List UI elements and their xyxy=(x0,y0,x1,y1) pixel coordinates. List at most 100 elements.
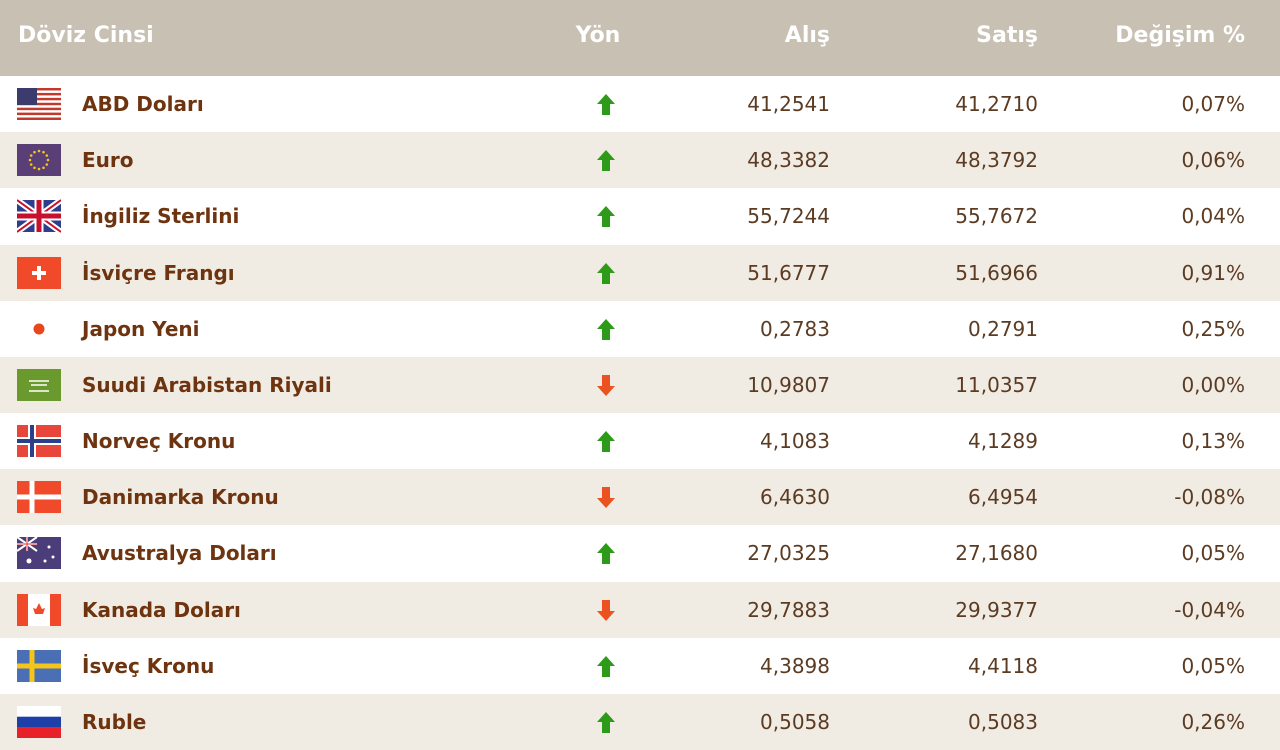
flag-icon xyxy=(16,536,61,574)
buy-rate: 55,7244 xyxy=(747,204,830,229)
buy-rate: 6,4630 xyxy=(760,485,830,510)
flag xyxy=(17,144,61,177)
sell-rate: 4,4118 xyxy=(968,653,1038,678)
table-row: İsviçre Frangı 51,6777 51,6966 0,91% xyxy=(0,244,1280,301)
arrow xyxy=(597,655,615,677)
arrow xyxy=(597,711,615,733)
flag-icon xyxy=(17,256,61,294)
sell-rate: 41,2710 xyxy=(955,92,1038,116)
direction-arrow xyxy=(596,430,616,457)
column-header: Döviz Cinsi xyxy=(18,23,154,48)
flag xyxy=(17,88,61,120)
flag xyxy=(17,256,61,289)
flag xyxy=(17,593,61,626)
arrow xyxy=(597,94,615,115)
change-percent: 0,05% xyxy=(1181,541,1245,566)
sell-rate: 48,3792 xyxy=(955,148,1038,173)
direction-arrow xyxy=(596,599,616,626)
arrow xyxy=(597,262,615,284)
direction-arrow xyxy=(596,262,616,289)
change-percent: 0,13% xyxy=(1181,429,1245,453)
buy-rate: 10,9807 xyxy=(747,372,830,397)
table-row: ABD Doları 41,2541 41,2710 0,07% xyxy=(0,76,1280,132)
arrow xyxy=(597,543,615,565)
currency-name: ABD Doları xyxy=(82,92,204,116)
currency-name: İsveç Kronu xyxy=(82,653,215,678)
flag xyxy=(15,197,63,235)
flag-icon xyxy=(17,593,61,631)
flag xyxy=(17,481,61,514)
buy-rate: 48,3382 xyxy=(747,148,830,173)
sell-rate: 29,9377 xyxy=(955,597,1038,622)
change-percent: 0,07% xyxy=(1181,92,1245,116)
flag-icon xyxy=(17,368,61,406)
arrow xyxy=(597,431,615,452)
buy-rate: 27,0325 xyxy=(747,541,830,566)
buy-rate: 0,2783 xyxy=(760,316,830,341)
direction-arrow xyxy=(596,655,616,682)
flag-icon xyxy=(17,87,61,125)
buy-rate: 0,5058 xyxy=(760,709,830,734)
arrow xyxy=(597,374,615,396)
flag xyxy=(17,649,61,682)
direction-arrow xyxy=(596,711,616,738)
table-row: Danimarka Kronu 6,4630 6,4954 -0,08% xyxy=(0,469,1280,526)
column-header: Yön xyxy=(575,23,621,48)
flag-icon xyxy=(17,143,61,181)
flag xyxy=(17,425,61,457)
currency-name: Japon Yeni xyxy=(82,316,200,341)
currency-name: Euro xyxy=(82,148,134,173)
change-percent: 0,00% xyxy=(1181,372,1245,397)
currency-name: Norveç Kronu xyxy=(82,429,236,453)
table-row: Avustralya Doları 27,0325 27,1680 0,05% xyxy=(0,525,1280,581)
direction-arrow xyxy=(596,486,616,513)
change-percent: -0,08% xyxy=(1174,485,1245,510)
table-header: Döviz Cinsi Yön Alış Satış Değişim % xyxy=(0,0,1280,76)
table-row: Suudi Arabistan Riyali 10,9807 11,0357 0,00… xyxy=(0,356,1280,414)
change-percent: 0,04% xyxy=(1181,204,1245,229)
buy-rate: 4,1083 xyxy=(760,429,830,453)
direction-arrow xyxy=(596,318,616,345)
sell-rate: 55,7672 xyxy=(955,204,1038,229)
flag-icon xyxy=(17,705,61,743)
change-percent: 0,25% xyxy=(1181,316,1245,341)
flag-icon xyxy=(17,480,61,518)
buy-rate: 29,7883 xyxy=(747,597,830,622)
arrow xyxy=(597,487,615,509)
change-percent: -0,04% xyxy=(1174,597,1245,622)
buy-rate: 4,3898 xyxy=(760,653,830,678)
flag-icon xyxy=(15,197,63,237)
sell-rate: 0,5083 xyxy=(968,709,1038,734)
change-percent: 0,05% xyxy=(1181,653,1245,678)
direction-arrow xyxy=(596,374,616,401)
direction-arrow xyxy=(596,205,616,232)
change-percent: 0,26% xyxy=(1181,709,1245,734)
table-row: İngiliz Sterlini 55,7244 55,7672 0,04% xyxy=(0,188,1280,244)
sell-rate: 4,1289 xyxy=(968,429,1038,453)
currency-name: Kanada Doları xyxy=(82,597,241,622)
column-header: Değişim % xyxy=(1115,23,1245,48)
arrow xyxy=(597,599,615,621)
table-row: Euro 48,3382 48,3792 0,06% xyxy=(0,132,1280,189)
currency-name: İngiliz Sterlini xyxy=(82,204,240,229)
flag xyxy=(17,705,61,738)
direction-arrow xyxy=(596,149,616,176)
arrow xyxy=(597,206,615,228)
currency-name: Danimarka Kronu xyxy=(82,485,279,510)
sell-rate: 27,1680 xyxy=(955,541,1038,566)
direction-arrow xyxy=(596,542,616,569)
flag-icon xyxy=(17,649,61,687)
table-row: Japon Yeni 0,2783 0,2791 0,25% xyxy=(0,301,1280,357)
arrow xyxy=(597,318,615,340)
buy-rate: 41,2541 xyxy=(747,92,830,116)
sell-rate: 51,6966 xyxy=(955,260,1038,285)
sell-rate: 0,2791 xyxy=(968,316,1038,341)
sell-rate: 11,0357 xyxy=(955,372,1038,397)
currency-name: Avustralya Doları xyxy=(82,541,277,566)
flag-icon xyxy=(17,312,61,350)
buy-rate: 51,6777 xyxy=(747,260,830,285)
column-header: Alış xyxy=(784,23,830,48)
change-percent: 0,06% xyxy=(1181,148,1245,173)
currency-name: Suudi Arabistan Riyali xyxy=(82,372,332,397)
